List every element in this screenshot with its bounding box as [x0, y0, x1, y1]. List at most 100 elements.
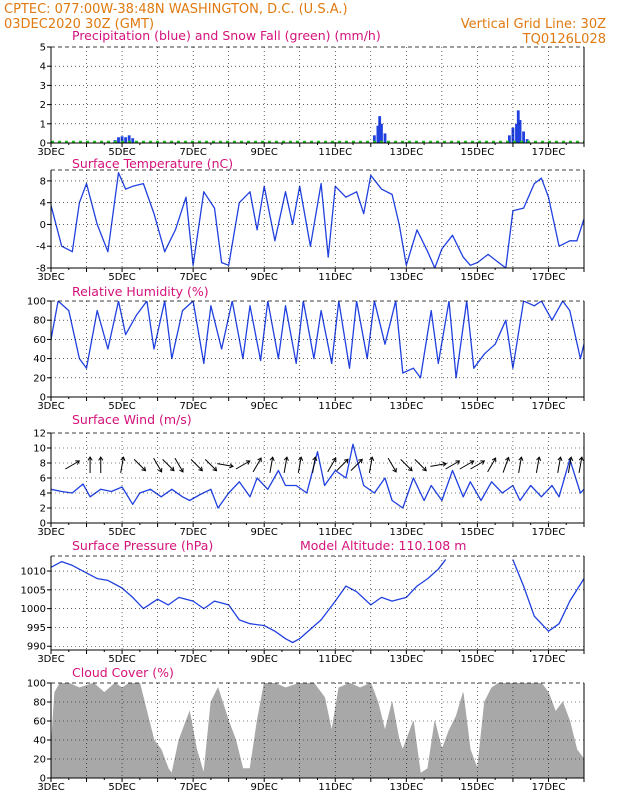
wind-arrow [269, 456, 275, 473]
series-point [256, 477, 258, 479]
series-point [530, 485, 532, 486]
wind-arrow [65, 460, 81, 470]
x-tick-label: 11DEC [318, 401, 352, 412]
series-point [430, 310, 432, 312]
x-tick-label: 7DEC [179, 782, 206, 793]
series-point [71, 564, 73, 566]
y-tick-label: 1010 [21, 567, 46, 578]
series-point [462, 256, 464, 258]
series-point [352, 443, 354, 445]
series-point [412, 477, 414, 479]
x-tick-label: 9DEC [251, 147, 278, 158]
series-point [277, 470, 279, 471]
wind-arrow [120, 456, 126, 473]
series-point [423, 500, 425, 501]
panel-data [51, 110, 584, 143]
x-tick-label: 15DEC [461, 147, 495, 158]
y-tick-label: 80 [33, 698, 46, 709]
series-point [540, 496, 542, 498]
panel-1: Precipitation (blue) and Snow Fall (gree… [37, 28, 585, 158]
y-tick-label: 0 [40, 393, 46, 404]
x-tick-label: 7DEC [179, 654, 206, 665]
y-tick-label: 0 [40, 220, 46, 231]
series-point [238, 481, 240, 483]
panel-title: Surface Pressure (hPa) [72, 538, 213, 553]
series-point [349, 367, 350, 369]
series-point [334, 470, 336, 471]
x-tick-label: 3DEC [37, 527, 64, 538]
wind-arrow [445, 460, 461, 470]
series-point [491, 481, 493, 483]
x-tick-label: 15DEC [461, 401, 495, 412]
wind-arrow [190, 458, 204, 472]
series-point [185, 196, 187, 198]
series-point [327, 256, 329, 258]
series-point [118, 172, 119, 174]
wind-arrow [387, 457, 397, 473]
y-tick-label: 60 [33, 335, 46, 346]
series-point [416, 585, 418, 587]
series-point [324, 485, 326, 486]
x-tick-label: 7DEC [179, 527, 206, 538]
series-point [203, 191, 205, 193]
series-point [356, 301, 358, 302]
series-point [548, 196, 549, 198]
header-date: 03DEC2020 30Z (GMT) [4, 17, 154, 32]
y-tick-label: 8 [40, 459, 46, 470]
precip-bar [380, 123, 383, 143]
header-grid-note: Vertical Grid Line: 30Z [461, 17, 606, 32]
series-point [107, 579, 109, 581]
y-tick-label: 0 [40, 774, 46, 785]
series-point [153, 213, 155, 215]
series-point [345, 196, 347, 198]
x-tick-label: 11DEC [318, 782, 352, 793]
series-point [285, 191, 286, 193]
series-point [558, 623, 560, 625]
series-point [558, 496, 560, 498]
x-tick-label: 13DEC [389, 147, 423, 158]
series-point [277, 358, 279, 360]
series-point [448, 301, 450, 302]
series-point [142, 183, 144, 185]
series-point [469, 264, 471, 266]
wind-arrow [459, 460, 475, 470]
x-tick-label: 11DEC [318, 272, 352, 283]
y-tick-label: 12 [33, 429, 46, 440]
series-point [267, 488, 269, 490]
series-point [132, 596, 134, 598]
series-point [444, 559, 446, 561]
series-point [501, 492, 503, 494]
series-point [71, 492, 73, 494]
series-point [214, 207, 215, 209]
x-tick-label: 5DEC [108, 401, 135, 412]
x-tick-label: 13DEC [389, 272, 423, 283]
series-point [182, 310, 183, 312]
series-point [199, 494, 201, 495]
wind-arrow [578, 456, 584, 473]
series-point [249, 623, 251, 625]
y-tick-label: 4 [40, 489, 46, 500]
x-tick-label: 17DEC [532, 654, 566, 665]
series-point [381, 596, 382, 598]
series-point [356, 591, 358, 593]
x-tick-label: 5DEC [108, 527, 135, 538]
series-point [125, 334, 127, 336]
series-point [498, 262, 500, 264]
series-point [356, 191, 358, 193]
series-point [551, 485, 553, 486]
precip-bar [515, 123, 518, 143]
series-point [285, 305, 286, 307]
series-point [121, 486, 123, 488]
series-point [523, 585, 525, 587]
y-tick-label: 40 [33, 354, 46, 365]
series-point [249, 305, 251, 307]
y-tick-label: 995 [27, 623, 46, 634]
wind-arrow [350, 458, 363, 472]
x-tick-label: 3DEC [37, 272, 64, 283]
series-point [381, 188, 382, 190]
series-point [61, 245, 63, 247]
series-point [427, 578, 429, 580]
precip-bar [516, 110, 520, 143]
cloud-cover-area [51, 683, 584, 778]
series-point [164, 251, 166, 253]
